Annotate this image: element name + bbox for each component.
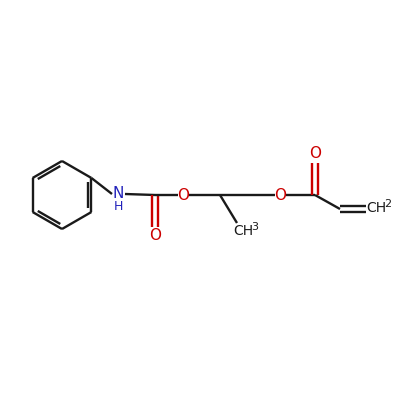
Text: 3: 3 [252,222,258,232]
Text: CH: CH [233,224,253,238]
Text: CH: CH [366,201,386,215]
Text: O: O [274,188,286,202]
Text: N: N [112,186,124,202]
Text: H: H [113,200,123,214]
Text: O: O [309,146,321,162]
Text: O: O [177,188,189,202]
Text: 2: 2 [384,199,392,209]
Text: O: O [149,228,161,244]
